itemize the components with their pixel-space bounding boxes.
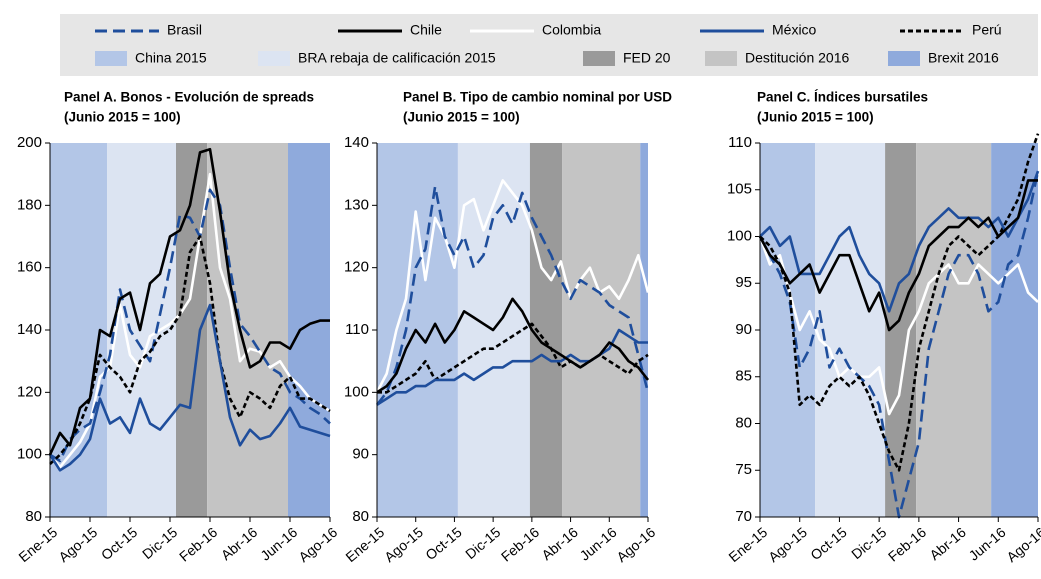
series-line <box>48 172 331 469</box>
shaded-period <box>529 143 563 517</box>
legend-label: China 2015 <box>135 50 207 66</box>
panel-subtitle: (Junio 2015 = 100) <box>64 110 181 125</box>
y-tick-label: 75 <box>735 461 752 478</box>
shaded-period <box>815 143 886 517</box>
panel-title: Panel B. Tipo de cambio nominal por USD <box>403 90 672 105</box>
x-tick-label: Ago-15 <box>765 524 810 565</box>
y-tick-label: 120 <box>17 383 42 400</box>
legend-background <box>60 14 1038 76</box>
x-tick-label: Jun-16 <box>577 524 620 564</box>
y-tick-label: 130 <box>344 196 369 213</box>
series-line <box>49 188 331 463</box>
series-line <box>375 179 650 393</box>
x-tick-label: Ago-15 <box>55 524 100 565</box>
x-tick-label: Feb-16 <box>176 524 220 565</box>
x-tick-label: Dic-15 <box>139 524 180 562</box>
legend-swatch <box>258 51 290 66</box>
series-line <box>376 297 650 394</box>
legend-label: BRA rebaja de calificación 2015 <box>298 50 496 66</box>
series-line <box>48 147 330 456</box>
x-tick-label: Feb-16 <box>885 524 929 565</box>
y-tick-label: 80 <box>735 414 752 431</box>
panel-subtitle: (Junio 2015 = 100) <box>757 110 874 125</box>
series-line <box>759 133 1040 472</box>
y-tick-label: 110 <box>728 134 752 151</box>
legend-swatch <box>95 51 127 66</box>
legend-label: Colombia <box>542 22 601 38</box>
x-tick-label: Abr-16 <box>538 524 581 563</box>
shaded-period <box>176 143 208 517</box>
series-line <box>377 322 649 394</box>
shaded-period <box>760 143 816 517</box>
panel-title: Panel A. Bonos - Evolución de spreads <box>64 90 314 105</box>
x-tick-label: Ago-16 <box>295 524 340 565</box>
y-tick-label: 200 <box>17 134 42 151</box>
x-tick-label: Feb-16 <box>498 524 542 565</box>
legend-swatch <box>583 51 615 66</box>
y-tick-label: 90 <box>352 446 369 463</box>
x-tick-label: Oct-15 <box>807 524 850 563</box>
x-tick-label: Dic-15 <box>462 524 503 562</box>
shaded-period <box>207 143 288 517</box>
y-tick-label: 180 <box>17 196 42 213</box>
legend-label: Chile <box>410 22 442 38</box>
y-tick-label: 140 <box>344 134 369 151</box>
y-tick-label: 100 <box>344 383 369 400</box>
legend-label: Perú <box>972 22 1002 38</box>
y-tick-label: 70 <box>735 508 752 525</box>
y-tick-label: 90 <box>735 321 752 338</box>
shaded-period <box>991 143 1038 517</box>
x-tick-label: Jun-16 <box>257 524 300 564</box>
shaded-period <box>640 143 648 517</box>
legend-swatch <box>705 51 737 66</box>
legend-label: Brasil <box>167 22 202 38</box>
x-tick-label: Ago-16 <box>1003 524 1041 565</box>
series-line <box>49 235 331 465</box>
y-tick-label: 80 <box>352 508 369 525</box>
x-tick-label: Abr-16 <box>926 524 969 563</box>
x-tick-label: Ene-15 <box>725 524 770 565</box>
y-tick-label: 100 <box>727 227 752 244</box>
legend-label: Brexit 2016 <box>928 50 999 66</box>
x-tick-label: Ago-15 <box>381 524 426 565</box>
x-tick-label: Ene-15 <box>342 524 387 565</box>
panel-title: Panel C. Índices bursatiles <box>757 90 928 105</box>
shaded-period <box>107 143 176 517</box>
y-tick-label: 80 <box>25 508 42 525</box>
shaded-period <box>377 143 458 517</box>
shaded-period <box>562 143 641 517</box>
series-line <box>758 179 1038 332</box>
legend-label: FED 20 <box>623 50 671 66</box>
y-tick-label: 160 <box>17 259 42 276</box>
shaded-period <box>916 143 992 517</box>
x-tick-label: Ago-16 <box>613 524 658 565</box>
y-tick-label: 85 <box>735 368 752 385</box>
series-line <box>48 303 331 472</box>
legend-label: Destitución 2016 <box>745 50 850 66</box>
series-line <box>758 236 1039 416</box>
legend-label: México <box>772 22 817 38</box>
x-tick-label: Oct-15 <box>422 524 465 563</box>
y-tick-label: 140 <box>17 321 42 338</box>
shaded-period <box>288 143 330 517</box>
x-tick-label: Ene-15 <box>15 524 60 565</box>
panel-subtitle: (Junio 2015 = 100) <box>403 110 520 125</box>
x-tick-label: Oct-15 <box>98 524 141 563</box>
y-tick-label: 110 <box>345 321 369 338</box>
x-tick-label: Dic-15 <box>848 524 889 562</box>
y-tick-label: 100 <box>17 446 42 463</box>
x-tick-label: Jun-16 <box>966 524 1009 564</box>
legend-swatch <box>888 51 920 66</box>
y-tick-label: 95 <box>735 274 752 291</box>
x-tick-label: Abr-16 <box>218 524 261 563</box>
y-tick-label: 120 <box>344 259 369 276</box>
y-tick-label: 105 <box>727 181 752 198</box>
